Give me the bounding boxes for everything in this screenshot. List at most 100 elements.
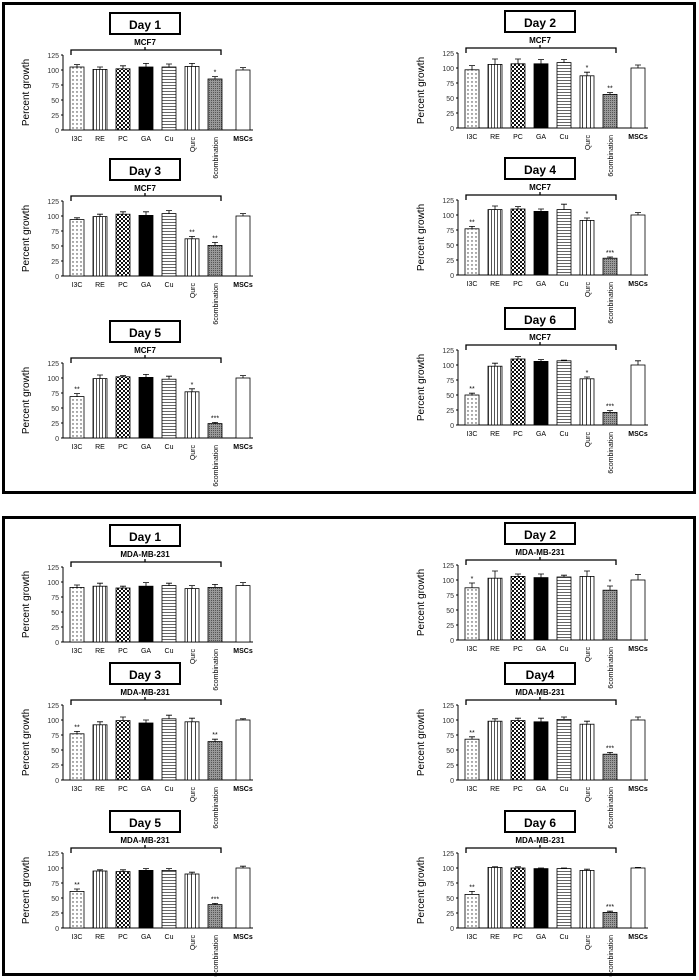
y-tick-label: 0 (55, 640, 59, 647)
bar-pc (510, 63, 526, 129)
bar-pc (115, 213, 131, 277)
x-tick-label: I3C (72, 934, 83, 941)
y-tick-label: 0 (450, 638, 454, 645)
error-bar (212, 422, 218, 424)
x-tick-label: 6combination (213, 283, 220, 325)
error-bar (635, 212, 641, 215)
error-bar (143, 868, 149, 871)
x-tick-label: PC (118, 444, 128, 451)
error-bar (97, 213, 103, 217)
title-box (504, 662, 576, 685)
title-box (109, 810, 181, 833)
bar-qurc (184, 873, 200, 929)
y-axis-label: Percent growth (21, 59, 32, 126)
y-axis-label: Percent growth (416, 204, 427, 271)
bar-chart-panel: Day 1 MCF7 Percent growth 0 25 50 75 100 125 I3C R… (21, 12, 253, 179)
error-bar (120, 65, 126, 69)
chart-title: Day4 (526, 668, 555, 682)
error-bar (97, 721, 103, 725)
y-tick-label: 100 (442, 866, 454, 873)
mcf7-figure-frame (2, 2, 696, 494)
error-bar (143, 63, 149, 67)
y-tick-label: 50 (446, 96, 454, 103)
bar-pc (510, 867, 526, 929)
error-bar (515, 573, 521, 577)
group-bracket (70, 559, 222, 567)
y-tick-label: 100 (442, 718, 454, 725)
bar-ga (138, 215, 154, 277)
x-tick-label: GA (536, 134, 546, 141)
x-tick-label: Qurc (585, 282, 592, 298)
error-bar (492, 570, 498, 579)
x-tick-label: GA (536, 431, 546, 438)
bar-re (487, 577, 503, 641)
group-bracket (465, 45, 617, 53)
y-tick-label: 50 (446, 393, 454, 400)
x-tick-label: MSCs (628, 281, 648, 288)
x-tick-label: I3C (467, 934, 478, 941)
bar-i3c (464, 394, 480, 426)
x-tick-label: RE (490, 134, 500, 141)
x-tick-label: 6combination (608, 935, 615, 977)
bar-i3c (69, 396, 85, 439)
y-axis-label: Percent growth (21, 857, 32, 924)
bar-ga (138, 870, 154, 929)
bar-qurc (184, 721, 200, 781)
significance-marker: ** (189, 229, 195, 236)
error-bar (143, 582, 149, 587)
bar-mscs (630, 214, 646, 276)
chart-title: Day 5 (129, 816, 161, 830)
error-bar (492, 362, 498, 367)
y-tick-label: 75 (446, 378, 454, 385)
bar-ga (138, 722, 154, 781)
y-tick-label: 75 (446, 81, 454, 88)
y-tick-label: 25 (446, 258, 454, 265)
x-tick-label: Qurc (585, 432, 592, 448)
y-tick-label: 0 (55, 778, 59, 785)
error-bar (584, 71, 590, 76)
y-tick-label: 50 (51, 748, 59, 755)
bar-cu (161, 213, 177, 277)
bar-re (487, 209, 503, 276)
x-tick-label: GA (141, 648, 151, 655)
y-tick-label: 125 (47, 199, 59, 206)
bar-chart-panel: Day 6 MCF7 Percent growth 0 25 50 75 100 125 ** I3… (416, 307, 648, 474)
x-tick-label: RE (95, 786, 105, 793)
bar-ga (533, 361, 549, 426)
y-tick-label: 100 (47, 376, 59, 383)
bar-pc (510, 576, 526, 641)
error-bar (515, 356, 521, 359)
error-bar (240, 865, 246, 868)
error-bar (584, 720, 590, 725)
bar-re (487, 64, 503, 129)
bar-6combination (602, 94, 618, 129)
x-tick-label: 6combination (608, 647, 615, 689)
x-tick-label: PC (118, 136, 128, 143)
error-bar (492, 205, 498, 210)
x-tick-label: 6combination (213, 445, 220, 487)
error-bar (561, 59, 567, 63)
error-bar (561, 716, 567, 720)
y-tick-label: 75 (51, 391, 59, 398)
y-tick-label: 50 (51, 896, 59, 903)
x-tick-label: Cu (560, 786, 569, 793)
bar-cu (556, 868, 572, 929)
bar-cu (556, 62, 572, 129)
bar-i3c (69, 587, 85, 643)
x-tick-label: Qurc (190, 787, 197, 803)
bar-6combination (602, 257, 618, 276)
bar-mscs (235, 69, 251, 131)
bar-cu (161, 585, 177, 643)
bar-qurc (579, 378, 595, 426)
x-tick-label: Qurc (585, 935, 592, 951)
group-bracket (70, 845, 222, 853)
error-bar (607, 585, 613, 591)
y-tick-label: 100 (47, 866, 59, 873)
bar-re (92, 724, 108, 781)
chart-title: Day 1 (129, 18, 161, 32)
bar-ga (138, 66, 154, 131)
bar-re (92, 870, 108, 929)
y-axis-label: Percent growth (21, 205, 32, 272)
y-axis-label: Percent growth (21, 571, 32, 638)
y-tick-label: 0 (55, 274, 59, 281)
